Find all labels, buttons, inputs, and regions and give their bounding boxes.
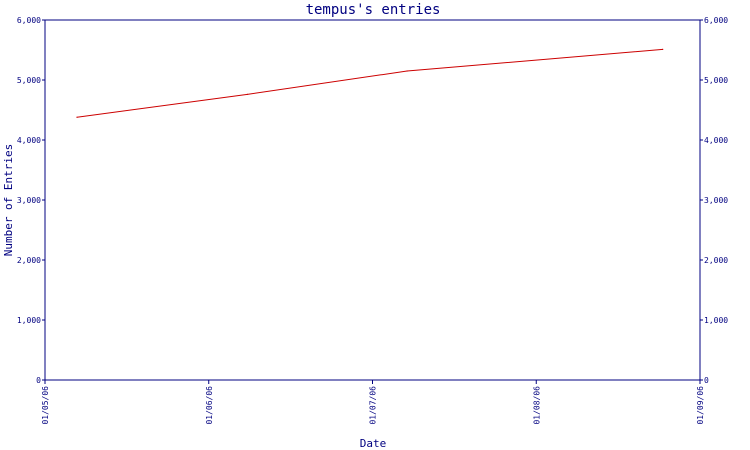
y-axis-label: Number of Entries	[2, 144, 15, 257]
x-axis-label: Date	[360, 437, 387, 450]
y-tick-label-right: 2,000	[704, 256, 728, 265]
x-tick-label: 01/06/06	[205, 386, 214, 425]
y-tick-label-right: 1,000	[704, 316, 728, 325]
data-point	[246, 93, 248, 95]
y-tick-label-right: 6,000	[704, 16, 728, 25]
data-point	[662, 48, 664, 51]
data-point	[76, 116, 78, 118]
y-tick-label-right: 3,000	[704, 196, 728, 205]
chart-title: tempus's entries	[306, 2, 441, 18]
x-tick-label: 01/08/06	[532, 386, 541, 425]
y-tick-label-left: 2,000	[17, 256, 41, 265]
y-tick-label-left: 0	[36, 376, 41, 385]
x-tick-label: 01/07/06	[369, 386, 378, 425]
data-point	[406, 70, 408, 72]
y-tick-label-left: 4,000	[17, 136, 41, 145]
series-line	[76, 48, 663, 118]
plot-area: 0 0 1,000 1,000 2,000 2,000 3,000 3,000 4,000 4,0…	[17, 16, 728, 425]
x-tick-label: 01/05/06	[41, 386, 50, 425]
y-tick-label-right: 0	[704, 376, 709, 385]
y-tick-label-left: 6,000	[17, 16, 41, 25]
plot-frame	[44, 19, 701, 381]
y-tick-label-left: 3,000	[17, 196, 41, 205]
y-tick-label-left: 5,000	[17, 76, 41, 85]
y-tick-label-left: 1,000	[17, 316, 41, 325]
y-tick-label-right: 5,000	[704, 76, 728, 85]
y-tick-label-right: 4,000	[704, 136, 728, 145]
x-tick-label: 01/09/06	[696, 386, 705, 425]
